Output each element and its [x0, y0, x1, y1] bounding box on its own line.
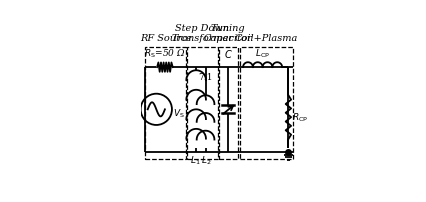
Text: Step Down
Transformer: Step Down Transformer	[171, 24, 233, 43]
Text: Coil+Plasma: Coil+Plasma	[234, 34, 297, 43]
Text: $L_\mathrm{CP}$: $L_\mathrm{CP}$	[254, 48, 270, 60]
Text: $R_\mathrm{S}$=50 Ω: $R_\mathrm{S}$=50 Ω	[144, 48, 185, 60]
Bar	[239, 47, 292, 160]
Bar	[186, 47, 218, 160]
Bar	[219, 47, 237, 160]
Bar	[145, 47, 186, 160]
Text: Tuning
Capacitor: Tuning Capacitor	[204, 24, 252, 43]
Text: $L_1$: $L_1$	[190, 153, 200, 166]
Text: $C$: $C$	[223, 48, 232, 60]
Text: RF Source: RF Source	[139, 34, 191, 43]
Text: $R_\mathrm{CP}$: $R_\mathrm{CP}$	[291, 111, 307, 124]
Text: $V_\mathrm{S}$: $V_\mathrm{S}$	[173, 107, 184, 119]
Text: $L_2$: $L_2$	[201, 153, 211, 166]
Text: 7:1: 7:1	[198, 73, 213, 81]
